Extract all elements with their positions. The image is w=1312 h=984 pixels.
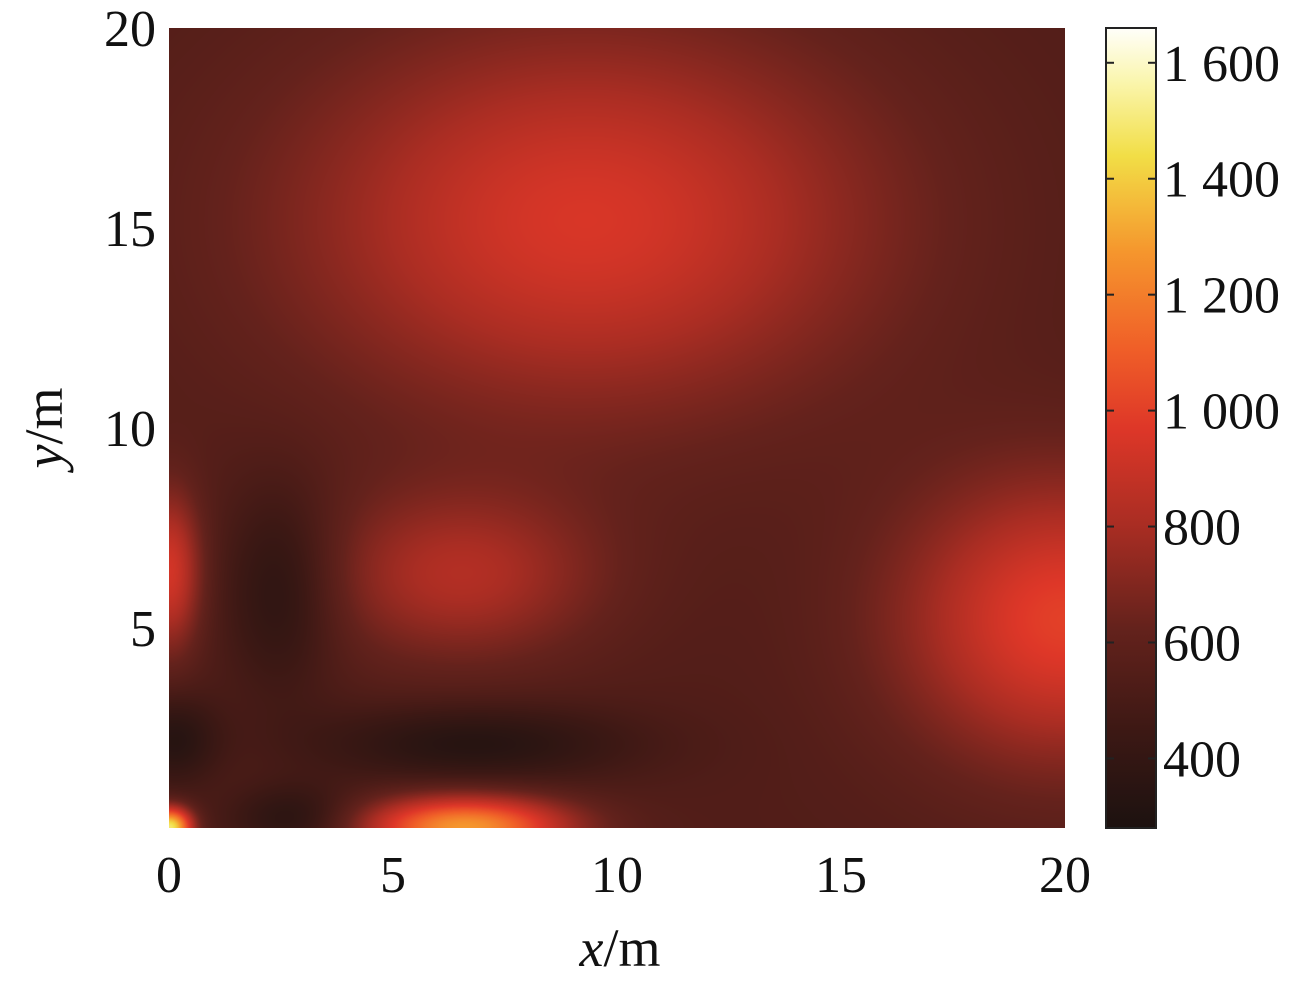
x-tick-label: 10 bbox=[591, 847, 643, 904]
colorbar-border bbox=[1105, 27, 1157, 829]
y-axis-ticks: 5 10 15 20 bbox=[104, 1, 156, 658]
colorbar-tick-label: 400 bbox=[1163, 731, 1241, 788]
x-tick-label: 0 bbox=[156, 847, 182, 904]
colorbar-tick-label: 1 000 bbox=[1163, 384, 1280, 441]
y-tick-label: 15 bbox=[104, 201, 156, 258]
heatmap-surface bbox=[169, 28, 1065, 828]
colorbar-tick-label: 600 bbox=[1163, 615, 1241, 672]
x-axis-label: x/m bbox=[579, 918, 661, 978]
colorbar-ticks: 400 600 800 1 000 1 200 1 400 1 600 bbox=[1106, 36, 1280, 788]
colorbar-gradient bbox=[1106, 28, 1156, 828]
y-tick-label: 5 bbox=[130, 601, 156, 658]
colorbar-tick-label: 1 400 bbox=[1163, 152, 1280, 209]
colorbar: 400 600 800 1 000 1 200 1 400 1 600 bbox=[1105, 27, 1280, 829]
colorbar-tick-label: 1 600 bbox=[1163, 36, 1280, 93]
colorbar-tick-label: 1 200 bbox=[1163, 268, 1280, 325]
colorbar-tick-label: 800 bbox=[1163, 500, 1241, 557]
y-tick-label: 10 bbox=[104, 401, 156, 458]
x-tick-label: 15 bbox=[815, 847, 867, 904]
y-axis-label: y/m bbox=[14, 388, 74, 474]
x-axis-ticks: 0 5 10 15 20 bbox=[156, 847, 1091, 904]
x-tick-label: 20 bbox=[1039, 847, 1091, 904]
y-tick-label: 20 bbox=[104, 1, 156, 58]
plot-area bbox=[169, 28, 1065, 828]
x-tick-label: 5 bbox=[380, 847, 406, 904]
